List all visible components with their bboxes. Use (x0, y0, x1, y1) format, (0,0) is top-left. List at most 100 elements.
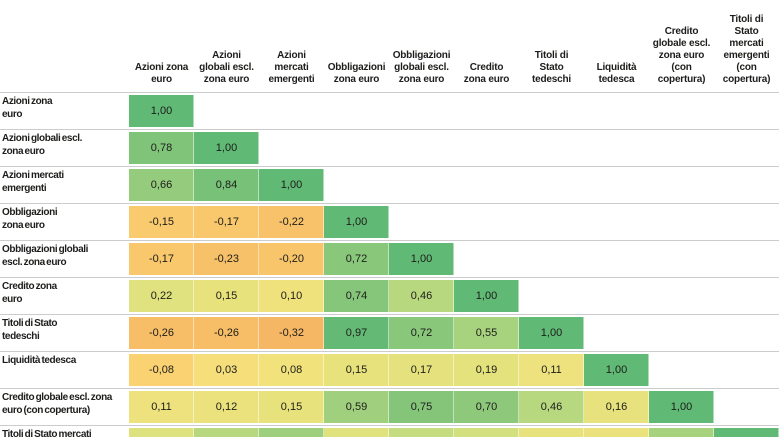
correlation-cell: 0,46 (194, 428, 259, 437)
empty-cell (324, 166, 389, 204)
correlation-cell: -0,23 (194, 243, 259, 275)
empty-cell (259, 129, 324, 167)
column-header: Azioni mercati emergenti (268, 50, 315, 85)
matrix-cell: 0,78 (129, 129, 194, 167)
matrix-cell: 1,00 (519, 314, 584, 352)
correlation-cell: 0,66 (129, 169, 194, 201)
correlation-cell: 1,00 (389, 243, 454, 275)
matrix-cell: -0,17 (129, 240, 194, 278)
header-row: Azioni zona euro Azioni globali escl. zon… (0, 0, 779, 93)
table-row: Azioni mercati emergenti 0,66 0,84 1,00 (0, 166, 779, 204)
correlation-cell: 1,00 (324, 206, 389, 238)
correlation-cell: 0,15 (259, 391, 324, 423)
row-label: Credito globale escl. zona euro (con cop… (2, 392, 112, 416)
correlation-cell: 0,21 (324, 428, 389, 437)
matrix-cell: 1,00 (584, 351, 649, 389)
matrix-cell: 0,60 (259, 425, 324, 437)
table-row: Titoli di Stato tedeschi -0,26 -0,26 -0,32 0… (0, 314, 779, 352)
matrix-cell: 0,72 (389, 314, 454, 352)
row-label: Azioni zona euro (2, 96, 53, 120)
correlation-cell: -0,17 (129, 243, 194, 275)
row-label: Azioni globali escl. zona euro (2, 133, 83, 157)
empty-cell (649, 166, 714, 204)
matrix-cell: 0,08 (259, 351, 324, 389)
column-header: Azioni globali escl. zona euro (199, 50, 254, 85)
column-header: Obbligazioni zona euro (327, 62, 386, 85)
correlation-cell: 0,72 (389, 317, 454, 349)
matrix-cell: 1,00 (389, 240, 454, 278)
correlation-cell: 0,97 (324, 317, 389, 349)
correlation-cell: 0,78 (129, 132, 194, 164)
correlation-cell: 0,60 (259, 428, 324, 437)
correlation-cell: 1,00 (649, 391, 714, 423)
empty-cell (584, 166, 649, 204)
matrix-cell: 0,23 (129, 425, 194, 437)
correlation-cell: 0,13 (584, 428, 649, 437)
matrix-cell: -0,22 (259, 203, 324, 241)
matrix-cell: -0,23 (194, 240, 259, 278)
empty-cell (714, 166, 779, 204)
correlation-cell: 1,00 (714, 428, 779, 437)
matrix-cell: 0,72 (324, 240, 389, 278)
row-label: Obbligazioni globali escl. zona euro (2, 244, 88, 268)
row-label: Obbligazioni zona euro (2, 207, 58, 231)
correlation-cell: 1,00 (454, 280, 519, 312)
correlation-cell: 0,23 (129, 428, 194, 437)
empty-cell (324, 92, 389, 130)
correlation-cell: -0,26 (194, 317, 259, 349)
empty-cell (649, 351, 714, 389)
matrix-cell: 0,17 (389, 351, 454, 389)
empty-cell (649, 314, 714, 352)
correlation-cell: 0,74 (324, 280, 389, 312)
empty-cell (324, 129, 389, 167)
matrix-cell: 0,19 (454, 351, 519, 389)
correlation-cell: 0,84 (194, 169, 259, 201)
empty-cell (714, 240, 779, 278)
correlation-cell: -0,08 (129, 354, 194, 386)
matrix-cell: 0,13 (584, 425, 649, 437)
matrix-cell: 0,66 (129, 166, 194, 204)
empty-cell (584, 314, 649, 352)
correlation-cell: 0,15 (519, 428, 584, 437)
empty-cell (454, 166, 519, 204)
matrix-cell: 1,00 (194, 129, 259, 167)
matrix-cell: 0,55 (454, 314, 519, 352)
correlation-cell: -0,20 (259, 243, 324, 275)
matrix-cell: 0,30 (454, 425, 519, 437)
column-header: Titoli di Stato tedeschi (532, 50, 571, 85)
matrix-cell: 1,00 (714, 425, 779, 437)
matrix-cell: 0,15 (324, 351, 389, 389)
empty-cell (454, 203, 519, 241)
matrix-cell: -0,08 (129, 351, 194, 389)
column-header: Obbligazioni globali escl. zona euro (392, 50, 451, 85)
empty-cell (519, 129, 584, 167)
correlation-cell: 0,46 (389, 280, 454, 312)
correlation-cell: 0,12 (194, 391, 259, 423)
matrix-cell: 0,46 (519, 388, 584, 426)
empty-cell (389, 92, 454, 130)
empty-cell (519, 203, 584, 241)
empty-cell (714, 388, 779, 426)
matrix-cell: 0,97 (324, 314, 389, 352)
row-label: Titoli di Stato mercati emergenti (con c… (2, 429, 92, 437)
matrix-cell: 0,16 (584, 388, 649, 426)
correlation-cell: 0,15 (324, 354, 389, 386)
table-row: Obbligazioni zona euro -0,15 -0,17 -0,22 1,0… (0, 203, 779, 241)
row-label: Titoli di Stato tedeschi (2, 318, 58, 342)
matrix-cell: 0,11 (129, 388, 194, 426)
empty-cell (389, 203, 454, 241)
correlation-cell: 0,19 (454, 354, 519, 386)
empty-cell (649, 92, 714, 130)
empty-cell (454, 92, 519, 130)
matrix-cell: 1,00 (324, 203, 389, 241)
matrix-cell: 1,00 (129, 92, 194, 130)
matrix-cell: 0,46 (194, 425, 259, 437)
correlation-cell: 0,30 (454, 428, 519, 437)
column-header: Titoli di Stato mercati emergenti (con c… (722, 14, 771, 85)
correlation-cell: 0,15 (194, 280, 259, 312)
correlation-cell: 0,11 (519, 354, 584, 386)
matrix-cell: 0,70 (454, 388, 519, 426)
correlation-cell: 0,17 (389, 354, 454, 386)
matrix-cell: 0,10 (259, 277, 324, 315)
empty-cell (714, 92, 779, 130)
